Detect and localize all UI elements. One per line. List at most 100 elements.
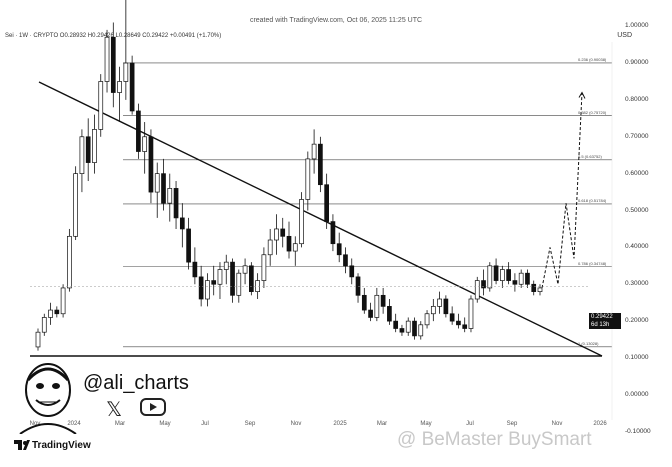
candle-body	[274, 228, 279, 241]
y-tick-label: 1.00000	[625, 22, 649, 30]
candle-body	[405, 320, 411, 333]
y-tick-label: 0.70000	[625, 132, 649, 140]
avatar-caricature	[19, 363, 77, 434]
candle-body	[456, 320, 461, 326]
candle-body	[280, 228, 286, 237]
currency-label: USD	[617, 32, 632, 39]
candle-body	[355, 276, 361, 296]
candle-body	[330, 221, 336, 245]
y-tick-label: 0.30000	[625, 280, 649, 288]
x-tick-label: 2024	[67, 421, 81, 427]
candle-body	[343, 254, 348, 267]
x-tick-label: May	[420, 421, 432, 427]
candle-body	[361, 294, 367, 311]
candle-body	[318, 143, 323, 186]
candle-body	[173, 188, 179, 219]
x-logo-icon[interactable]: 𝕏	[106, 399, 123, 421]
x-tick-label: May	[159, 421, 171, 427]
candle-body	[255, 280, 260, 292]
candle-body	[41, 317, 47, 333]
candle-body	[154, 173, 160, 193]
symbol-ohlc-line: Sei · 1W · CRYPTO O0.28932 H0.29426 L0.2…	[5, 33, 222, 39]
candle-body	[79, 136, 85, 174]
candle-body	[85, 136, 91, 163]
x-tick-label: Sep	[244, 421, 256, 427]
candle-body	[35, 331, 41, 348]
candle-body	[518, 272, 524, 285]
candle-body	[211, 280, 217, 285]
candle-body	[73, 173, 79, 237]
candle-body	[129, 62, 135, 112]
projection-path	[541, 92, 583, 289]
youtube-play-icon[interactable]	[140, 398, 166, 416]
tradingview-logo-text[interactable]: TradingView	[32, 440, 91, 451]
fib-level-label: 1 (0.13028)	[578, 340, 599, 346]
candle-body	[236, 272, 242, 296]
candle-body	[67, 235, 72, 289]
candle-body	[305, 158, 311, 200]
tradingview-logo-icon	[14, 440, 30, 450]
descending-trendline	[38, 81, 603, 357]
x-tick-label: Jul	[466, 421, 474, 427]
x-tick-label: Nov	[29, 421, 41, 427]
y-tick-label: 0.50000	[625, 206, 649, 214]
candle-body	[443, 298, 449, 315]
candle-body	[186, 228, 191, 263]
candle-body	[349, 265, 355, 278]
candle-body	[399, 328, 405, 333]
candle-body	[48, 309, 53, 318]
bar-countdown: 6d 13h	[591, 322, 610, 328]
last-price: 0.29422	[591, 314, 613, 320]
candle-body	[506, 269, 511, 281]
candle-body	[462, 324, 468, 329]
candle-body	[430, 306, 436, 315]
candle-body	[380, 294, 386, 307]
last-price-tag: 0.29422 6d 13h	[589, 313, 621, 329]
x-tick-label: Mar	[376, 421, 388, 427]
candle-body	[493, 265, 499, 281]
candle-body	[161, 173, 166, 204]
watermark-text: @ BeMaster BuySmart	[397, 429, 592, 450]
candle-body	[474, 280, 480, 300]
fib-level-label: 0.618 (0.51784)	[578, 197, 607, 203]
candle-body	[142, 136, 148, 152]
candle-body	[136, 110, 141, 152]
candle-body	[481, 280, 486, 289]
candle-body	[117, 81, 122, 93]
candle-body	[324, 184, 329, 222]
y-tick-label: 0.60000	[625, 169, 649, 177]
candle-body	[92, 129, 97, 163]
candle-body	[98, 81, 104, 130]
candle-body	[374, 294, 380, 318]
candle-body	[261, 254, 267, 281]
candle-body	[104, 36, 110, 82]
x-tick-label: Sep	[506, 421, 518, 427]
candle-body	[393, 320, 399, 329]
candle-body	[123, 62, 129, 82]
candle-body	[368, 309, 373, 318]
candle-body	[54, 309, 60, 315]
projection-arrowhead	[578, 91, 586, 99]
candle-body	[60, 287, 66, 315]
y-tick-label: 0.20000	[625, 317, 649, 325]
fib-level-label: 0.382 (0.75720)	[578, 109, 607, 115]
candle-body	[537, 287, 543, 292]
created-with-text: created with TradingView.com, Oct 06, 20…	[249, 17, 423, 24]
candle-body	[437, 298, 442, 307]
fib-level-label: 0.236 (0.90038)	[578, 56, 607, 62]
y-tick-label: -0.10000	[625, 427, 651, 435]
candle-body	[148, 136, 154, 193]
candle-body	[167, 188, 173, 204]
x-tick-label: 2026	[593, 421, 607, 427]
x-tick-label: 2025	[333, 421, 347, 427]
x-tick-label: Nov	[290, 421, 302, 427]
x-tick-label: Jul	[201, 421, 209, 427]
candle-body	[230, 261, 235, 296]
candle-body	[249, 265, 254, 292]
author-handle[interactable]: @ali_charts	[83, 372, 189, 394]
candle-body	[217, 269, 223, 285]
candle-body	[424, 313, 430, 326]
candle-body	[205, 280, 210, 300]
candle-body	[512, 280, 518, 285]
